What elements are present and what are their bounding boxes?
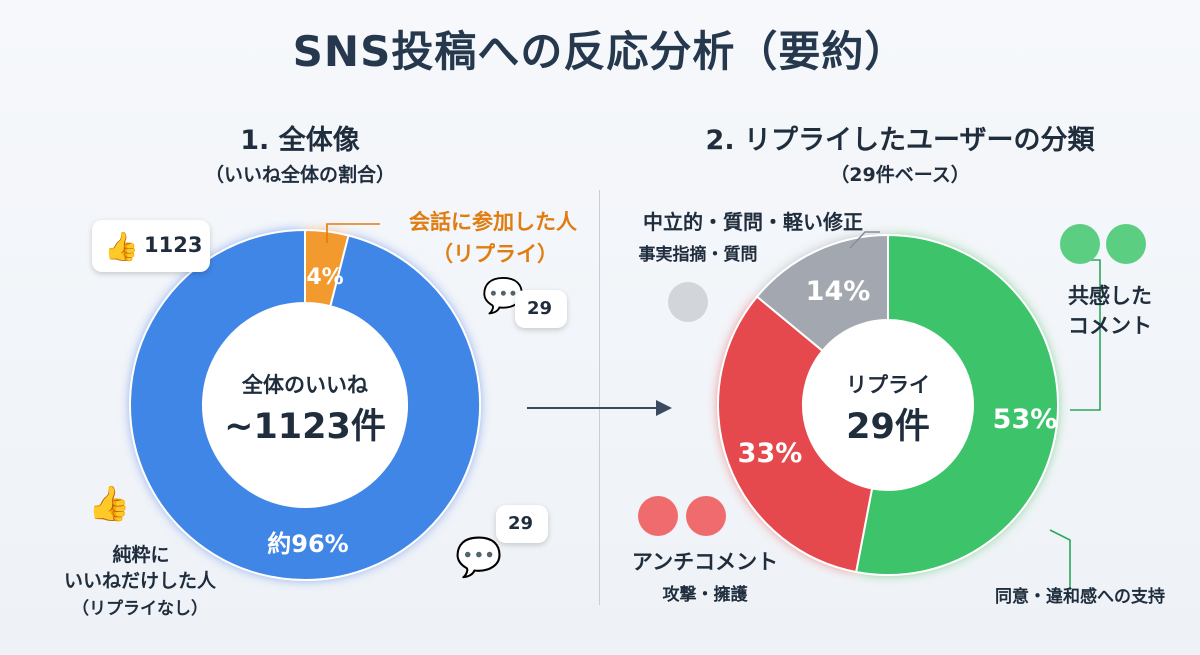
right-subheading: （29件ベース） xyxy=(830,164,970,186)
angry-face-icon xyxy=(638,496,678,536)
reply-leader-line xyxy=(326,223,380,243)
annotation-reply-line1: 会話に参加した人 xyxy=(409,210,577,234)
annotation-positive-line1: 共感した xyxy=(1068,284,1152,308)
annotation-negative-line1: アンチコメント xyxy=(631,550,779,574)
left-center-label: 全体のいいね xyxy=(241,373,368,397)
reply-count-card-2: 29 xyxy=(496,505,548,543)
left-center-value: ~1123件 xyxy=(224,407,386,447)
neutral-face-icon xyxy=(668,282,708,322)
smile-face-icon xyxy=(1060,224,1100,264)
right-heading: 2. リプライしたユーザーの分類 xyxy=(705,125,1095,156)
donut-chart-overall xyxy=(129,228,481,581)
annotation-like-line3: （リプライなし） xyxy=(72,599,208,619)
slice-label-positive: 53% xyxy=(993,404,1058,435)
like-count-value: 1123 xyxy=(144,233,203,257)
left-heading: 1. 全体像 xyxy=(240,125,360,156)
section-divider xyxy=(599,190,600,605)
annotation-support: 同意・違和感への支持 xyxy=(995,587,1165,607)
angry-face-icon-2 xyxy=(686,496,726,536)
donut-hole xyxy=(203,303,407,507)
like-count-card: 👍 1123 xyxy=(92,220,210,272)
annotation-reply-line2: （リプライ） xyxy=(432,242,558,266)
left-subheading: （いいね全体の割合） xyxy=(204,164,395,186)
donut-slice-2 xyxy=(755,233,889,353)
support-leader-line xyxy=(1049,529,1071,590)
slice-label-reply: 4% xyxy=(306,265,343,290)
smile-face-icon-2 xyxy=(1106,224,1146,264)
donut-chart-replies xyxy=(717,233,1059,576)
page-title: SNS投稿への反応分析（要約） xyxy=(292,27,908,76)
right-center-label: リプライ xyxy=(846,373,930,397)
slice-label-negative: 33% xyxy=(738,438,803,469)
annotation-neutral-line1: 中立的・質問・軽い修正 xyxy=(643,210,863,234)
thumbs-up-icon: 👍 xyxy=(104,230,139,263)
slice-label-like: 約96% xyxy=(267,530,348,558)
reply-count-value: 29 xyxy=(527,298,553,319)
chat-bubbles-icon: 💬 xyxy=(455,535,503,579)
annotation-positive-line2: コメント xyxy=(1068,314,1152,338)
donut-hole xyxy=(803,320,973,490)
reply-count-value-2: 29 xyxy=(508,513,534,534)
thumbs-up-icon-small: 👍 xyxy=(88,484,131,524)
positive-leader-line xyxy=(1070,259,1101,411)
slice-label-neutral: 14% xyxy=(806,276,871,307)
annotation-neutral-line2: 事実指摘・質問 xyxy=(638,245,758,265)
flow-arrow-head xyxy=(656,400,672,416)
neutral-leader-line xyxy=(849,231,880,249)
annotation-like-line1: 純粋に xyxy=(112,544,170,566)
annotation-negative-line2: 攻撃・擁護 xyxy=(662,585,748,605)
donut-slice-0 xyxy=(854,233,1059,576)
right-center-value: 29件 xyxy=(846,407,930,447)
annotation-like-line2: いいねだけした人 xyxy=(63,570,216,592)
reply-count-card: 29 xyxy=(515,290,567,328)
